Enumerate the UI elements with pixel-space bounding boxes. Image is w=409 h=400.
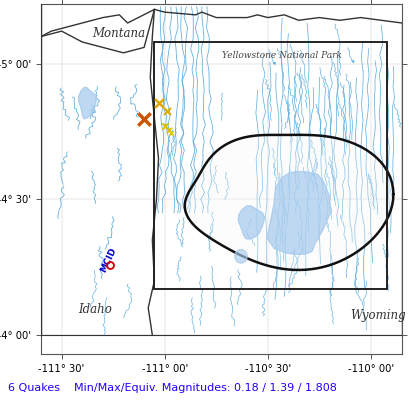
Polygon shape xyxy=(184,135,393,270)
Point xyxy=(155,100,162,106)
Polygon shape xyxy=(234,250,247,263)
Text: Wyoming: Wyoming xyxy=(349,309,405,322)
Polygon shape xyxy=(266,172,330,254)
Bar xyxy=(154,42,387,289)
Point xyxy=(167,130,174,136)
Text: Idaho: Idaho xyxy=(78,303,112,316)
Point xyxy=(161,123,168,129)
Point xyxy=(140,116,147,122)
Text: Yellowstone National Park: Yellowstone National Park xyxy=(222,51,342,60)
Polygon shape xyxy=(238,206,264,239)
Polygon shape xyxy=(78,88,96,119)
Point xyxy=(163,108,170,114)
Text: 6 Quakes    Min/Max/Equiv. Magnitudes: 0.18 / 1.39 / 1.808: 6 Quakes Min/Max/Equiv. Magnitudes: 0.18… xyxy=(8,383,336,393)
Text: MCID: MCID xyxy=(99,246,118,274)
Text: Montana: Montana xyxy=(92,26,145,40)
Point xyxy=(165,127,172,133)
